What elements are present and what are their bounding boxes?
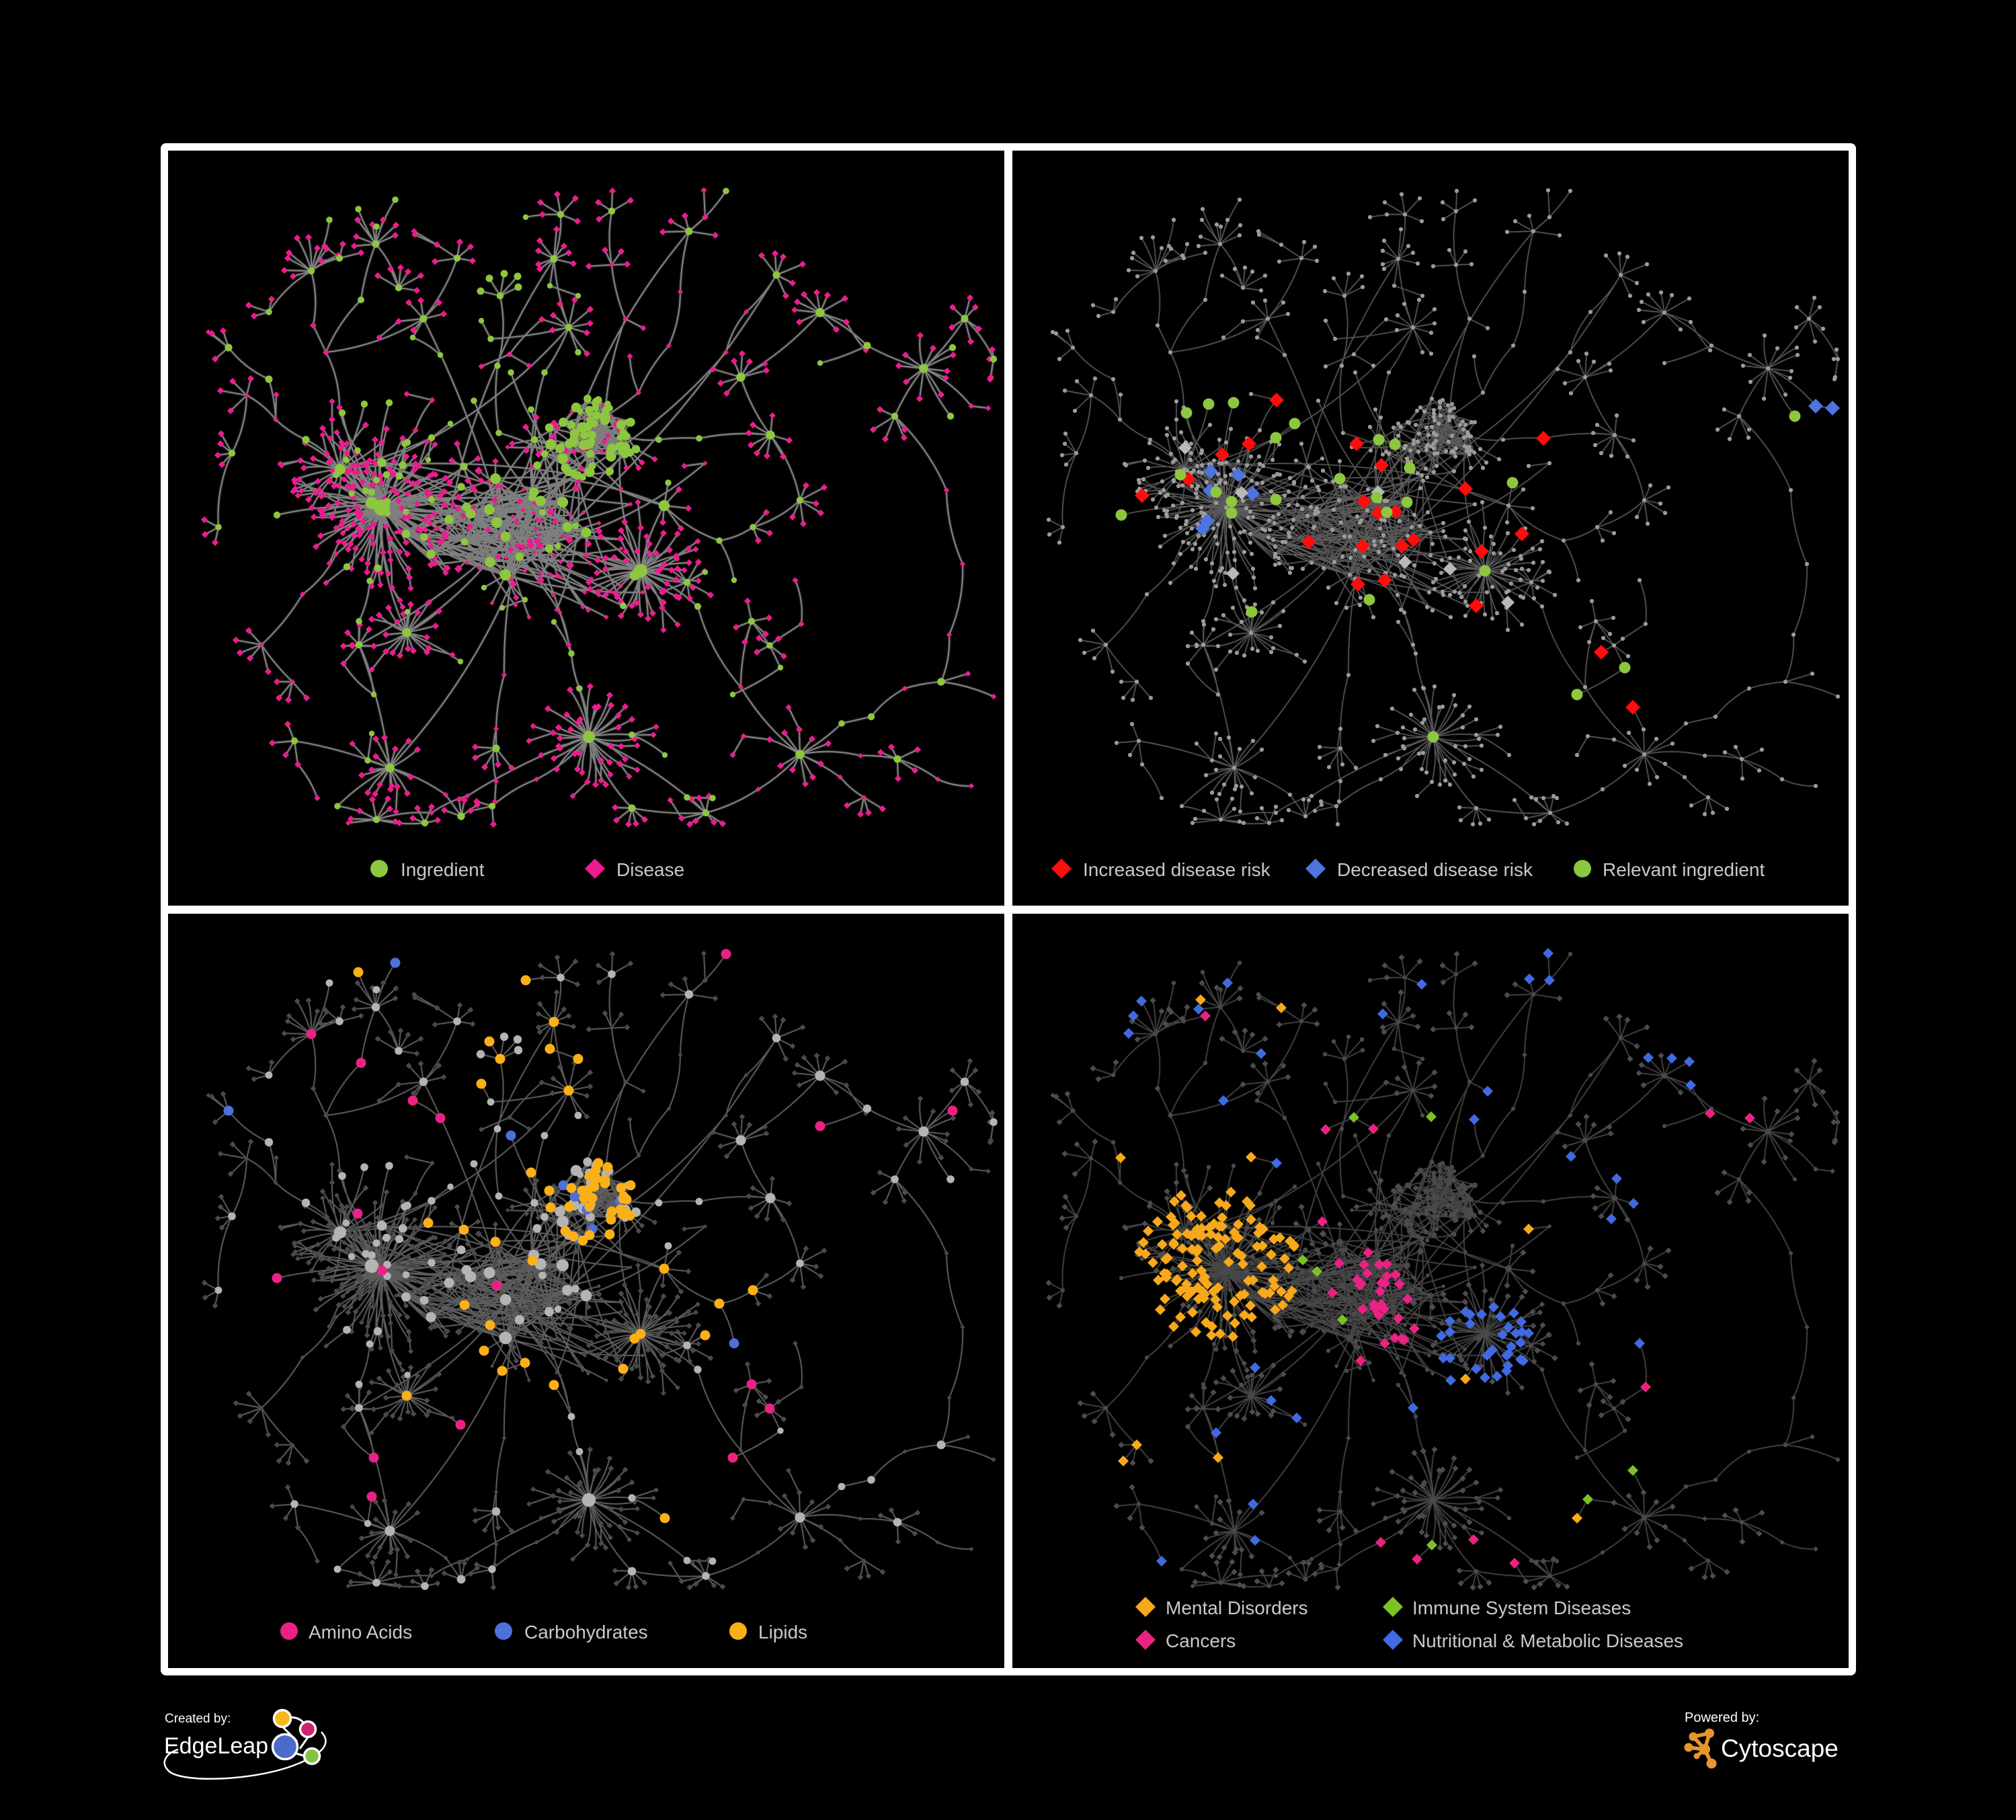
svg-text:Decreased disease risk: Decreased disease risk	[1337, 859, 1533, 880]
svg-text:Cancers: Cancers	[1166, 1630, 1236, 1651]
svg-text:Ingredient: Ingredient	[401, 859, 485, 880]
svg-text:Carbohydrates: Carbohydrates	[524, 1622, 648, 1643]
svg-text:Nutritional & Metabolic Diseas: Nutritional & Metabolic Diseases	[1412, 1630, 1683, 1651]
svg-text:Immune System Diseases: Immune System Diseases	[1412, 1597, 1631, 1618]
svg-text:Powered by:: Powered by:	[1685, 1710, 1759, 1725]
svg-text:Cytoscape: Cytoscape	[1721, 1735, 1839, 1762]
svg-text:Relevant ingredient: Relevant ingredient	[1603, 859, 1765, 880]
svg-text:Created by:: Created by:	[165, 1712, 231, 1726]
svg-text:Mental Disorders: Mental Disorders	[1166, 1597, 1308, 1618]
svg-text:Increased disease risk: Increased disease risk	[1083, 859, 1271, 880]
svg-text:Disease: Disease	[616, 859, 684, 880]
svg-text:EdgeLeap: EdgeLeap	[164, 1733, 268, 1759]
svg-text:Amino Acids: Amino Acids	[309, 1622, 412, 1643]
svg-text:Lipids: Lipids	[758, 1622, 807, 1643]
